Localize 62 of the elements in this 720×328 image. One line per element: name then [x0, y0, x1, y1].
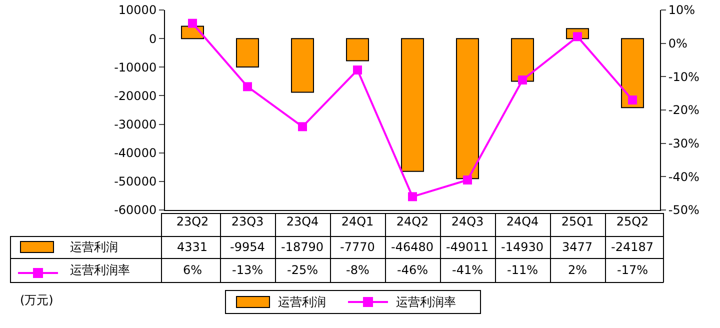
y2-tick-label: 10%: [668, 3, 696, 18]
point: [628, 96, 637, 104]
point: [353, 66, 362, 74]
legend-label: 运营利润率: [70, 262, 130, 278]
bar: [346, 38, 369, 62]
x-tick-label: 24Q2: [396, 214, 429, 228]
x-tick-label: 23Q4: [286, 214, 319, 228]
point: [243, 82, 252, 92]
y2-tick-label: -20%: [668, 103, 700, 118]
y-tick-label: -30000: [114, 117, 157, 132]
y-tick-label: -60000: [114, 203, 157, 218]
data-label: -13%: [232, 263, 264, 277]
y-tick-label: -10000: [114, 60, 157, 74]
y2-tick-label: -10%: [668, 70, 700, 84]
point: [518, 76, 527, 84]
text: 运营利润率: [396, 295, 456, 309]
x-tick-label: 24Q3: [451, 214, 484, 228]
y-tick-label: -40000: [114, 146, 157, 160]
data-label: -14930: [501, 240, 544, 254]
text: 运营利润: [278, 295, 326, 309]
data-label: -49011: [446, 240, 489, 254]
y-tick-label: -20000: [114, 88, 157, 103]
y-tick-label: -50000: [114, 174, 157, 189]
data-label: -41%: [452, 263, 484, 277]
bar: [401, 38, 424, 172]
data-label: -46%: [397, 263, 428, 277]
y2-tick-label: 0%: [668, 36, 688, 51]
point: [463, 176, 472, 184]
bar: [456, 38, 479, 180]
bar: [236, 38, 259, 68]
x-tick-label: 25Q2: [616, 214, 649, 228]
bar: [621, 38, 644, 108]
data-label: 6%: [183, 263, 202, 277]
point: [408, 192, 417, 202]
data-label: 2%: [568, 263, 588, 277]
x-tick-label: 25Q1: [561, 214, 594, 228]
x-tick-label: 23Q3: [231, 214, 264, 228]
legend-label: 运营利润: [70, 239, 118, 255]
data-label: -46480: [391, 240, 434, 254]
bar: [511, 38, 534, 82]
point: [188, 18, 197, 28]
bar: [291, 38, 314, 93]
x-tick-label: 24Q4: [506, 214, 539, 228]
data-label: -25%: [287, 263, 318, 277]
data-label: 3477: [562, 240, 593, 254]
data-label: -7770: [340, 240, 375, 254]
data-label: -9954: [230, 240, 265, 254]
y2-tick-label: -40%: [668, 170, 700, 184]
point: [298, 122, 307, 132]
y2-tick-label: -30%: [668, 136, 700, 151]
y-tick-label: 10000: [118, 3, 157, 18]
data-label: -24187: [611, 240, 654, 254]
y-tick-label: 0: [148, 32, 157, 46]
text: (万元): [20, 293, 54, 307]
x-tick-label: 24Q1: [341, 214, 374, 228]
data-label: -11%: [507, 263, 538, 277]
data-label: -8%: [346, 263, 370, 277]
data-label: 4331: [177, 240, 208, 254]
x-tick-label: 23Q2: [176, 214, 209, 228]
y2-tick-label: -50%: [668, 203, 700, 218]
data-label: -17%: [617, 263, 648, 277]
data-label: -18790: [281, 240, 324, 254]
